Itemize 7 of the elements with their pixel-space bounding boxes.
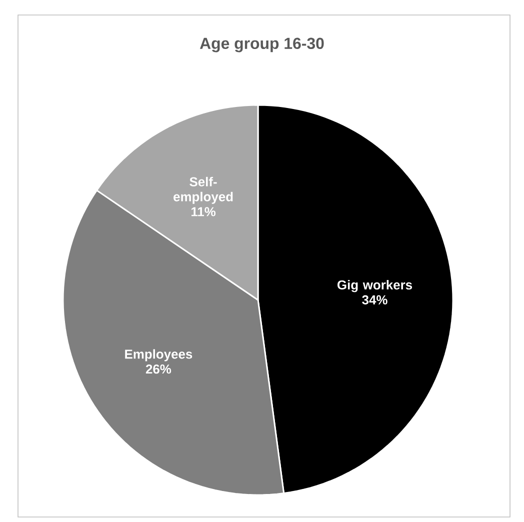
slice-label: Gig workers [337, 280, 412, 292]
slice-label: Employees [125, 349, 192, 362]
data-label: 34% [362, 295, 388, 304]
chart-title: Age group 16-30 [200, 38, 324, 52]
data-label: 26% [146, 364, 172, 374]
slice-label: Self-employed [174, 176, 233, 204]
data-label: 11% [191, 207, 216, 216]
